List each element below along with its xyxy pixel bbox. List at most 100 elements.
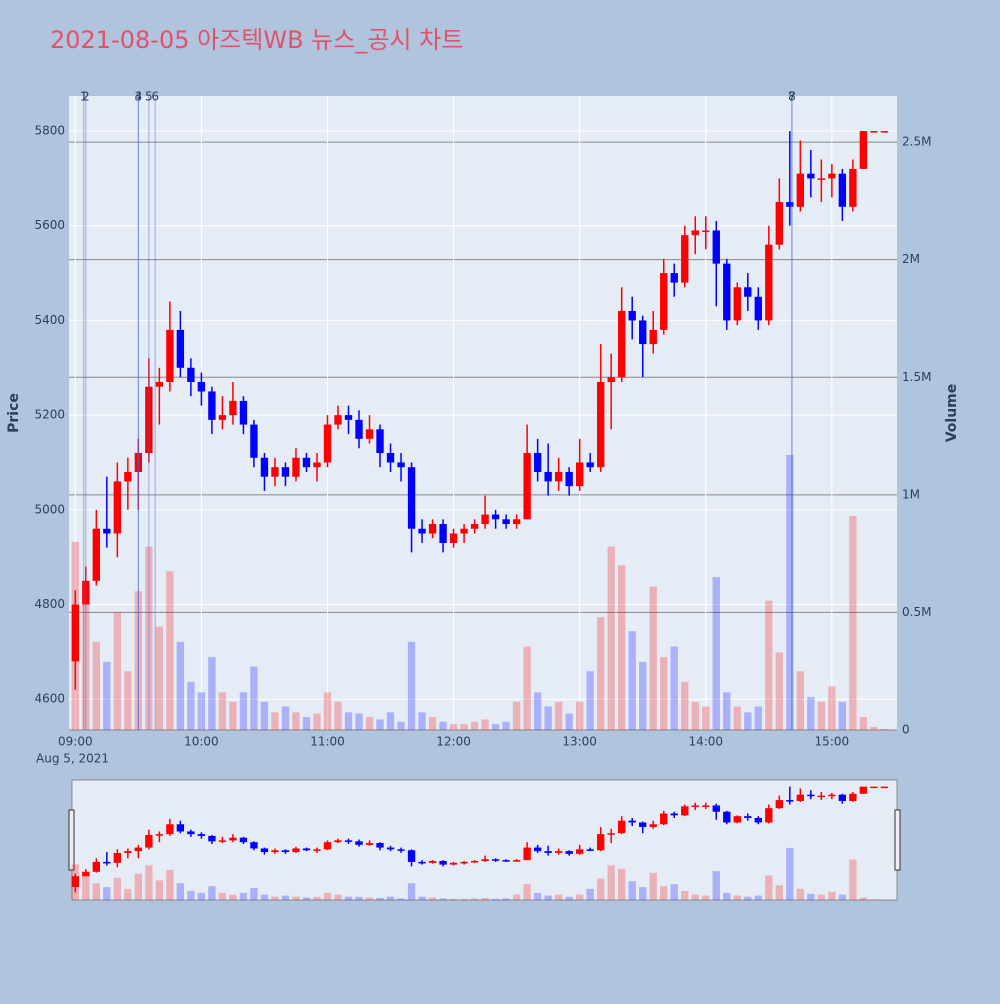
candle-body [198, 382, 205, 391]
volume-bar [534, 692, 541, 730]
mini-volume-bar [408, 883, 415, 900]
candle-body [313, 462, 320, 467]
mini-candle-body [408, 850, 415, 862]
volume-bar [334, 702, 341, 730]
y-tick-label: 5800 [34, 124, 65, 138]
mini-candle-body [418, 862, 425, 864]
mini-candle-body [250, 842, 257, 848]
chart-title: 2021-08-05 아즈텍WB 뉴스_공시 차트 [50, 26, 463, 54]
mini-candle-body [629, 821, 636, 823]
candle-body [744, 287, 751, 296]
candle-body [828, 174, 835, 179]
mini-volume-bar [418, 897, 425, 900]
candle-body [849, 169, 856, 207]
mini-candle-body [502, 860, 509, 862]
mini-candle-body [555, 851, 562, 853]
mini-volume-bar [702, 896, 709, 900]
mini-candle-body [303, 848, 310, 850]
mini-candle-body [282, 850, 289, 852]
volume-bar [229, 702, 236, 730]
mini-volume-bar [376, 898, 383, 900]
mini-candle-body [103, 862, 110, 864]
mini-volume-bar [839, 895, 846, 900]
range-handle[interactable] [895, 810, 900, 870]
volume-bar [324, 692, 331, 730]
volume-bar [744, 712, 751, 730]
mini-candle-body [208, 836, 215, 841]
volume-bar [271, 712, 278, 730]
mini-volume-bar [198, 893, 205, 900]
volume-bar [713, 577, 720, 730]
mini-volume-bar [292, 897, 299, 900]
mini-volume-bar [734, 896, 741, 900]
mini-volume-bar [786, 848, 793, 900]
volume-bar [345, 712, 352, 730]
mini-candle-body [786, 800, 793, 802]
mini-candle-body [860, 787, 867, 794]
volume-bar [481, 719, 488, 730]
candle-body [103, 529, 110, 534]
candle-body [250, 425, 257, 458]
mini-volume-bar [429, 898, 436, 900]
mini-candle-body [366, 843, 373, 845]
candle-body [807, 174, 814, 179]
mini-candle-body [355, 841, 362, 845]
mini-volume-bar [755, 896, 762, 900]
mini-candle-body [618, 821, 625, 834]
volume-bar [408, 642, 415, 730]
range-handle[interactable] [69, 810, 74, 870]
mini-candle-body [198, 834, 205, 836]
mini-volume-bar [450, 899, 457, 900]
mini-volume-bar [502, 898, 509, 900]
candle-body [240, 401, 247, 425]
mini-candle-body [755, 818, 762, 822]
candle-body [303, 458, 310, 467]
mini-candle-body [271, 850, 278, 852]
volume-bar [565, 714, 572, 730]
volume-bar [587, 671, 594, 730]
mini-candle-body [523, 848, 530, 861]
mini-volume-bar [723, 893, 730, 900]
volume-bar [93, 642, 100, 730]
mini-candle-body [292, 848, 299, 852]
mini-candle-body [870, 787, 877, 789]
mini-candle-body [334, 840, 341, 842]
mini-volume-bar [366, 898, 373, 900]
y2-tick-label: 0.5M [902, 605, 931, 619]
candle-body [481, 515, 488, 524]
candle-body [618, 311, 625, 377]
mini-volume-bar [681, 891, 688, 900]
candle-body [797, 174, 804, 207]
mini-candle-body [82, 872, 89, 876]
volume-bar [555, 702, 562, 730]
candle-body [166, 330, 173, 382]
range-slider[interactable] [72, 780, 897, 900]
mini-candle-body [345, 840, 352, 842]
y2-tick-label: 2M [902, 252, 920, 266]
mini-volume-bar [271, 897, 278, 900]
candle-body [776, 202, 783, 245]
mini-candle-body [702, 805, 709, 807]
candle-body [502, 519, 509, 524]
mini-candle-body [597, 834, 604, 850]
volume-bar [544, 706, 551, 730]
candle-body [839, 174, 846, 207]
mini-volume-bar [860, 898, 867, 900]
candle-body [881, 131, 888, 133]
y-tick-label: 5400 [34, 313, 65, 327]
volume-bar [723, 692, 730, 730]
mini-candle-body [881, 787, 888, 789]
candle-body [660, 273, 667, 330]
mini-candle-body [818, 796, 825, 798]
candle-body [124, 472, 131, 481]
candle-body [681, 235, 688, 282]
mini-volume-bar [208, 886, 215, 900]
mini-volume-bar [639, 887, 646, 900]
volume-bar [208, 657, 215, 730]
mini-volume-bar [355, 897, 362, 900]
mini-candle-body [177, 824, 184, 831]
mini-candle-body [713, 805, 720, 811]
volume-bar [755, 706, 762, 730]
mini-volume-bar [870, 899, 877, 900]
mini-volume-bar [156, 880, 163, 900]
